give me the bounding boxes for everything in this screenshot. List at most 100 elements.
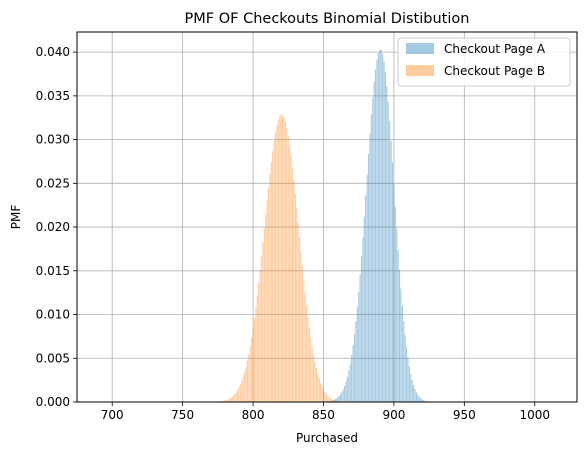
pmf-bar xyxy=(293,180,295,402)
pmf-bar xyxy=(373,81,375,402)
legend-label: Checkout Page A xyxy=(444,42,546,56)
legend-box xyxy=(397,37,571,87)
pmf-bar xyxy=(277,119,279,403)
pmf-bar xyxy=(417,394,419,402)
pmf-bar xyxy=(306,305,308,402)
y-axis-label: PMF xyxy=(9,205,23,230)
y-axis-ticks: 0.000 0.005 0.010 0.015 0.020 0.025 0.030 0.035… xyxy=(36,45,77,409)
pmf-bar xyxy=(289,144,291,403)
pmf-bar xyxy=(269,174,271,402)
pmf-bar xyxy=(384,72,387,402)
pmf-bar xyxy=(282,115,284,402)
pmf-bar xyxy=(351,355,353,402)
series-bars-0 xyxy=(313,49,441,403)
pmf-bar xyxy=(400,288,402,402)
pmf-bar xyxy=(397,249,399,402)
pmf-bar xyxy=(313,354,315,402)
pmf-bar xyxy=(310,337,312,402)
pmf-bar xyxy=(335,398,337,402)
pmf-bar xyxy=(276,125,278,402)
pmf-bar xyxy=(338,396,340,402)
pmf-bar xyxy=(256,295,258,402)
x-tick-label: 750 xyxy=(171,408,194,422)
pmf-bar xyxy=(239,384,241,402)
pmf-bar xyxy=(366,174,368,402)
pmf-bar xyxy=(317,373,319,402)
pmf-bar xyxy=(414,389,416,402)
pmf-bar xyxy=(406,347,408,402)
x-tick-label: 850 xyxy=(312,408,335,422)
pmf-bar xyxy=(362,236,364,402)
pmf-bar xyxy=(353,334,356,402)
pmf-bar xyxy=(324,391,326,402)
pmf-bar xyxy=(328,396,330,402)
pmf-bar xyxy=(315,368,317,402)
legend-label: Checkout Page B xyxy=(444,64,545,78)
pmf-bar xyxy=(334,399,336,402)
pmf-bar xyxy=(311,346,313,402)
pmf-bar xyxy=(259,270,261,402)
pmf-bar xyxy=(403,321,405,402)
pmf-bar xyxy=(382,53,384,402)
pmf-bar xyxy=(349,363,351,402)
pmf-bar xyxy=(331,400,333,402)
pmf-bar xyxy=(224,400,226,402)
y-tick-label: 0.005 xyxy=(36,351,70,365)
pmf-bar xyxy=(339,394,341,402)
pmf-bar xyxy=(225,399,227,402)
pmf-bar xyxy=(359,274,361,402)
pmf-bar xyxy=(331,398,333,402)
legend-swatch xyxy=(406,43,434,54)
pmf-bar xyxy=(304,292,306,402)
pmf-bar xyxy=(408,366,410,402)
pmf-bar xyxy=(401,305,403,402)
pmf-bar xyxy=(332,399,334,402)
pmf-bar xyxy=(387,102,389,402)
y-tick-label: 0.020 xyxy=(36,220,70,234)
pmf-bar xyxy=(231,396,233,402)
series-bars-1 xyxy=(200,114,357,403)
pmf-bar xyxy=(325,393,327,402)
pmf-bar xyxy=(232,395,234,402)
pmf-bar xyxy=(369,133,371,402)
pmf-bar xyxy=(342,389,344,402)
x-tick-label: 900 xyxy=(382,408,405,422)
pmf-bar xyxy=(379,49,381,403)
pmf-bar xyxy=(372,97,374,402)
pmf-bar xyxy=(391,162,394,402)
pmf-bar xyxy=(321,386,323,402)
pmf-bar xyxy=(298,237,301,402)
pmf-bar xyxy=(415,392,417,402)
pmf-bar xyxy=(301,265,303,402)
pmf-bar xyxy=(375,69,377,403)
x-axis-ticks: 700 750 800 850 900 950 1000 xyxy=(101,402,550,422)
pmf-bar xyxy=(307,316,309,402)
pmf-bar xyxy=(297,222,299,402)
pmf-bar xyxy=(411,380,413,402)
bars xyxy=(200,49,441,403)
pmf-bar xyxy=(222,400,225,402)
x-tick-label: 950 xyxy=(453,408,476,422)
pmf-bar xyxy=(267,187,270,402)
pmf-bar xyxy=(303,279,305,402)
pmf-bar xyxy=(244,372,246,402)
x-tick-label: 700 xyxy=(101,408,124,422)
pmf-bar xyxy=(407,357,409,402)
pmf-bar xyxy=(421,399,423,402)
x-axis-label: Purchased xyxy=(296,431,358,445)
pmf-bar xyxy=(318,378,320,402)
pmf-bar xyxy=(383,61,385,403)
pmf-bar xyxy=(413,385,415,402)
pmf-bar xyxy=(266,200,268,402)
pmf-bar xyxy=(286,127,288,403)
y-tick-label: 0.035 xyxy=(36,89,70,103)
pmf-bar xyxy=(262,242,264,402)
grid xyxy=(77,32,577,403)
pmf-bar xyxy=(273,140,275,403)
y-tick-label: 0.010 xyxy=(36,308,70,322)
pmf-bar xyxy=(320,382,322,402)
pmf-bar xyxy=(322,389,325,402)
pmf-bar xyxy=(246,360,248,402)
pmf-bar xyxy=(341,392,343,402)
chart-title: PMF OF Checkouts Binomial Distibution xyxy=(185,11,470,27)
